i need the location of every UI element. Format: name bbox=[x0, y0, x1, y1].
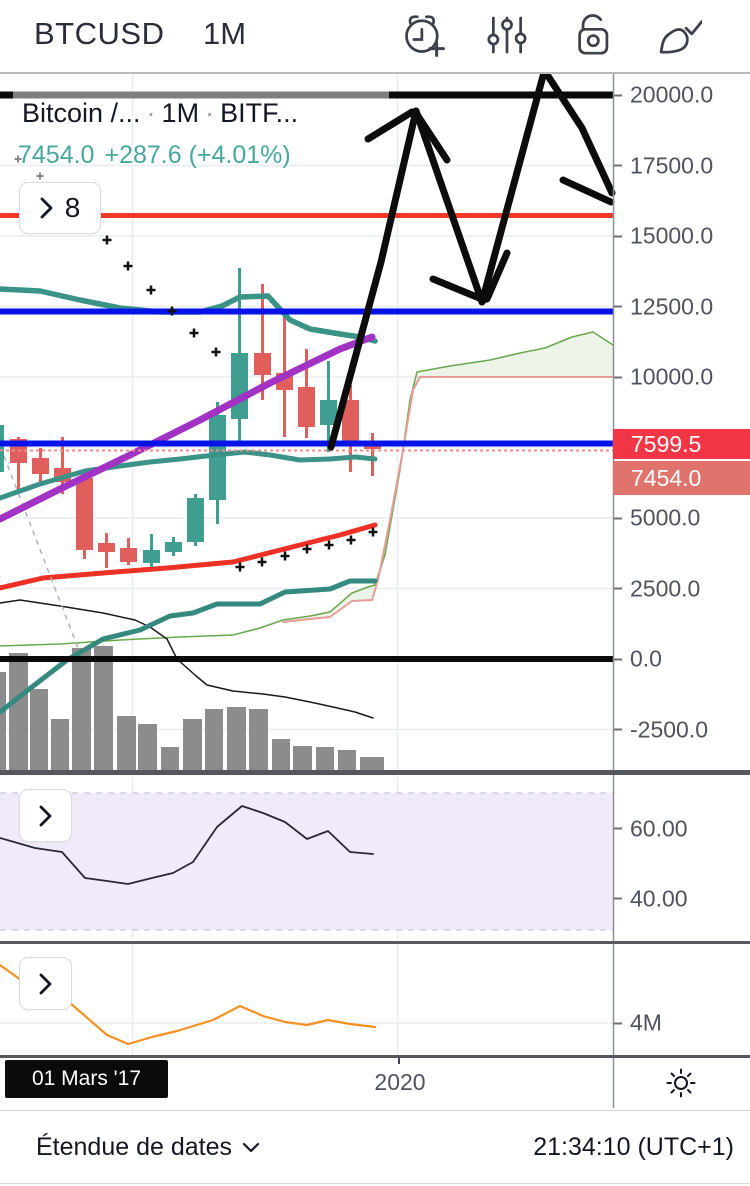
axis-tick bbox=[614, 827, 622, 830]
teal-slow-line bbox=[0, 578, 378, 715]
price-axis-label: 10000.0 bbox=[614, 364, 750, 391]
price-axis-label: 2500.0 bbox=[614, 575, 750, 602]
date-range-label: Étendue de dates bbox=[36, 1132, 232, 1161]
price-change: +287.6 (+4.01%) bbox=[104, 141, 291, 169]
chevron-right-icon bbox=[39, 805, 52, 826]
collapsed-count: 8 bbox=[64, 192, 81, 223]
drawn-zigzag-arrows bbox=[327, 72, 616, 451]
price-axis-label: 20000.0 bbox=[614, 82, 750, 109]
bottom-bar: Étendue de dates 21:34:10 (UTC+1) bbox=[0, 1110, 750, 1184]
price-axis-label: -2500.0 bbox=[614, 716, 750, 743]
last-price: 7454.0 bbox=[18, 141, 95, 169]
chevron-right-icon bbox=[39, 973, 52, 994]
sliders-icon[interactable] bbox=[482, 10, 532, 60]
symbol-title[interactable]: BTCUSD bbox=[34, 16, 165, 51]
chevron-right-icon bbox=[40, 197, 53, 219]
price-axis-label: 15000.0 bbox=[614, 223, 750, 250]
legend-title: Bitcoin /... bbox=[22, 98, 141, 128]
cloud-green-line bbox=[0, 331, 614, 647]
ichimoku-cloud bbox=[283, 332, 613, 622]
chart-legend[interactable]: Bitcoin /... · 1M · BITF... bbox=[22, 98, 298, 129]
axis-tick bbox=[614, 235, 622, 237]
pane-separator[interactable] bbox=[0, 1055, 750, 1058]
pane-separator[interactable] bbox=[0, 941, 750, 944]
axis-tick bbox=[614, 305, 622, 308]
volume-axis-label: 4M bbox=[614, 1010, 750, 1037]
axis-tick bbox=[614, 897, 622, 900]
axis-tick bbox=[614, 94, 622, 96]
teal-upper-line bbox=[0, 286, 378, 344]
rsi-band bbox=[0, 793, 613, 930]
dashed-diagonal bbox=[3, 455, 79, 649]
top-toolbar: BTCUSD 1M bbox=[0, 0, 750, 74]
red-ma-line bbox=[0, 522, 378, 591]
sar-plus-markers-gray bbox=[14, 155, 44, 180]
alarm-add-icon[interactable] bbox=[398, 10, 448, 60]
candles bbox=[0, 268, 381, 568]
clock-readout: 21:34:10 (UTC+1) bbox=[533, 1132, 734, 1161]
price-axis-label: 5000.0 bbox=[614, 505, 750, 532]
price-badge: 7599.5 bbox=[613, 429, 750, 459]
axis-tick bbox=[614, 587, 622, 590]
lock-open-icon[interactable] bbox=[566, 10, 616, 60]
teal-fast-line bbox=[0, 449, 378, 501]
rsi-axis-label: 40.00 bbox=[614, 885, 750, 912]
axis-tick bbox=[614, 164, 622, 167]
price-badge: 7454.0 bbox=[613, 461, 750, 495]
chevron-down-icon bbox=[242, 1142, 260, 1152]
cloud-salmon-line bbox=[282, 376, 614, 623]
volume-osc-orange-line bbox=[0, 963, 377, 1046]
date-range-dropdown[interactable]: Étendue de dates bbox=[36, 1133, 260, 1162]
black-thin-line bbox=[0, 599, 374, 719]
expand-volume-osc-pane-button[interactable] bbox=[19, 957, 72, 1010]
theme-sun-icon[interactable] bbox=[664, 1066, 698, 1100]
time-axis-year-label: 2020 bbox=[374, 1069, 426, 1095]
expand-rsi-pane-button[interactable] bbox=[19, 789, 72, 842]
legend-exchange: BITF... bbox=[220, 98, 299, 128]
price-axis-label: 12500.0 bbox=[614, 293, 750, 320]
axis-tick bbox=[614, 658, 622, 660]
timeframe-button[interactable]: 1M bbox=[203, 16, 247, 51]
axis-tick bbox=[614, 376, 622, 378]
axis-tick bbox=[614, 517, 622, 519]
last-price-readout: 7454.0 +287.6 (+4.01%) bbox=[18, 141, 301, 170]
price-axis-label: 0.0 bbox=[614, 646, 750, 673]
sar-plus-markers bbox=[102, 235, 378, 572]
price-axis-label: 17500.0 bbox=[614, 152, 750, 179]
volume-bars bbox=[0, 646, 384, 771]
draw-check-icon[interactable] bbox=[652, 10, 702, 60]
axis-tick bbox=[614, 728, 622, 731]
legend-separator2: · bbox=[205, 98, 215, 128]
axis-tick bbox=[614, 1022, 622, 1024]
first-bar-date-badge: 01 Mars '17 bbox=[5, 1060, 168, 1098]
expand-indicators-button[interactable]: 8 bbox=[19, 182, 101, 234]
legend-separator: · bbox=[146, 98, 156, 128]
rsi-axis-label: 60.00 bbox=[614, 815, 750, 842]
legend-interval: 1M bbox=[161, 98, 200, 128]
purple-trend-line bbox=[0, 333, 376, 523]
pane-separator[interactable] bbox=[0, 770, 750, 775]
rsi-line bbox=[0, 805, 374, 885]
